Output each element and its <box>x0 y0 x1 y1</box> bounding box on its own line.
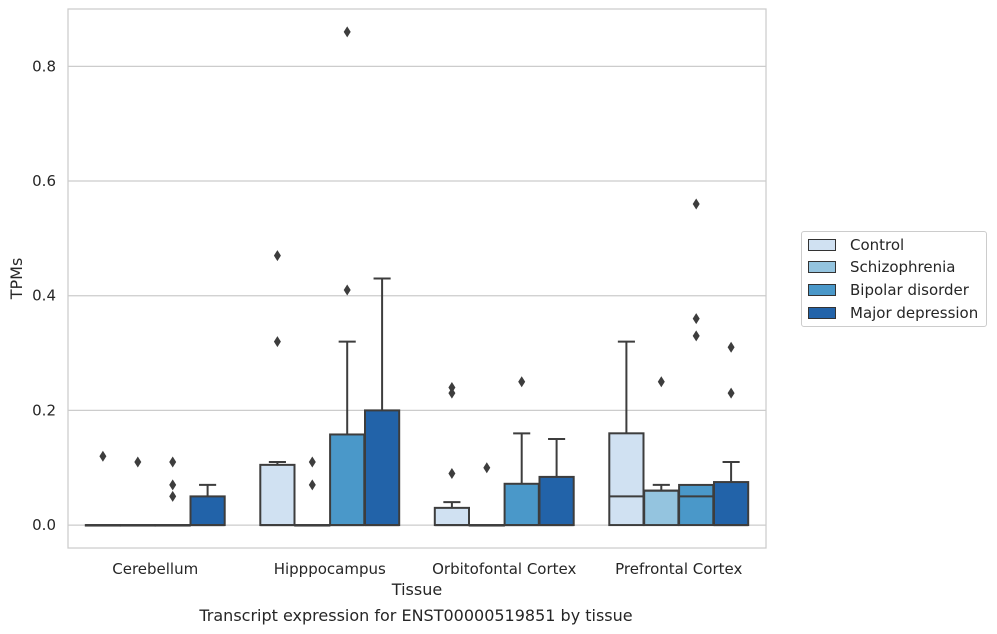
outlier-point <box>448 381 456 393</box>
outlier-point <box>273 250 281 262</box>
legend-label-control: Control <box>850 236 905 254</box>
box-group <box>154 456 191 527</box>
outlier-point <box>273 336 281 348</box>
y-tick-label: 0.6 <box>32 172 56 190</box>
legend-item-bipolar-disorder: Bipolar disorder <box>808 280 969 300</box>
grid-lines <box>68 65 766 526</box>
box-group <box>608 340 645 527</box>
box-group <box>363 277 401 527</box>
box-group <box>294 456 331 527</box>
box-group <box>538 438 575 527</box>
box <box>259 463 296 527</box>
box-group <box>259 250 296 527</box>
box <box>189 495 226 527</box>
x-tick-label: Cerebellum <box>112 560 198 578</box>
plot-area-frame <box>67 8 767 549</box>
box-group <box>84 450 122 527</box>
outlier-point <box>727 341 735 353</box>
box-group <box>329 26 366 527</box>
box-group <box>119 456 156 527</box>
legend-label-bipolar-disorder: Bipolar disorder <box>850 281 969 299</box>
y-axis-label: TPMs <box>7 258 26 301</box>
legend: Control Schizophrenia Bipolar disorder M… <box>801 231 987 327</box>
outlier-point <box>727 387 735 399</box>
legend-swatch-control <box>808 239 836 251</box>
box-group <box>643 376 680 527</box>
box-group <box>468 462 505 527</box>
legend-swatch-schizophrenia <box>808 261 836 273</box>
x-tick-label: Orbitofontal Cortex <box>432 560 576 578</box>
outlier-point <box>169 456 177 468</box>
y-axis-ticks: 0.0 0.2 0.4 0.6 0.8 <box>32 57 56 534</box>
outlier-point <box>134 456 142 468</box>
x-tick-label: Hipppocampus <box>274 560 386 578</box>
chart-caption: Transcript expression for ENST0000051985… <box>199 606 633 625</box>
box-group <box>433 381 471 527</box>
outlier-point <box>448 467 456 479</box>
box-group <box>503 376 540 527</box>
legend-swatch-major-depression <box>808 307 836 319</box>
outlier-point <box>692 198 700 210</box>
box <box>329 433 366 527</box>
box <box>712 481 750 527</box>
legend-item-schizophrenia: Schizophrenia <box>808 257 955 277</box>
box <box>503 482 540 527</box>
outlier-point <box>308 456 316 468</box>
outlier-point <box>692 313 700 325</box>
box-plot-series <box>84 26 750 527</box>
box <box>433 506 471 527</box>
legend-item-major-depression: Major depression <box>808 303 978 323</box>
legend-label-major-depression: Major depression <box>850 304 979 322</box>
legend-label-schizophrenia: Schizophrenia <box>850 258 956 276</box>
outlier-point <box>343 26 351 38</box>
box-group <box>712 341 750 527</box>
legend-item-control: Control <box>808 235 904 255</box>
outlier-point <box>169 490 177 502</box>
box <box>538 475 575 527</box>
box <box>608 432 645 527</box>
outlier-point <box>483 462 491 474</box>
outlier-point <box>518 376 526 388</box>
outlier-point <box>657 376 665 388</box>
x-tick-label: Prefrontal Cortex <box>615 560 742 578</box>
y-tick-label: 0.0 <box>32 516 56 534</box>
box-group <box>678 198 715 527</box>
legend-swatch-bipolar-disorder <box>808 284 836 296</box>
box <box>643 489 680 527</box>
box <box>678 483 715 527</box>
outlier-point <box>692 330 700 342</box>
y-tick-label: 0.4 <box>32 287 56 305</box>
x-axis-ticks: Cerebellum Hipppocampus Orbitofontal Corte… <box>112 560 742 578</box>
outlier-point <box>308 479 316 491</box>
outlier-point <box>99 450 107 462</box>
outlier-point <box>169 479 177 491</box>
outlier-point <box>448 387 456 399</box>
x-axis-label: Tissue <box>391 580 442 599</box>
y-tick-label: 0.8 <box>32 57 56 75</box>
outlier-point <box>343 284 351 296</box>
box <box>363 409 401 527</box>
box-group <box>189 483 226 527</box>
y-tick-label: 0.2 <box>32 401 56 419</box>
